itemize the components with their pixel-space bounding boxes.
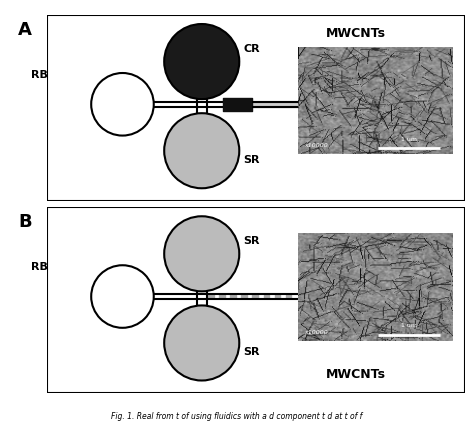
Text: A: A: [18, 21, 32, 39]
Text: MWCNTs: MWCNTs: [326, 368, 386, 381]
Ellipse shape: [91, 73, 154, 136]
Ellipse shape: [164, 216, 239, 291]
Ellipse shape: [164, 24, 239, 99]
FancyBboxPatch shape: [47, 15, 465, 201]
Ellipse shape: [164, 305, 239, 381]
Text: CR: CR: [244, 44, 260, 54]
Text: MWCNTs: MWCNTs: [326, 27, 386, 40]
Ellipse shape: [164, 113, 239, 188]
Text: RB: RB: [31, 70, 47, 79]
Text: SR: SR: [244, 347, 260, 357]
Text: Fig. 1. Real from t of using fluidics with a d component t d at t of f: Fig. 1. Real from t of using fluidics wi…: [111, 412, 363, 421]
Ellipse shape: [91, 265, 154, 328]
Text: B: B: [18, 213, 32, 231]
Text: RB: RB: [31, 262, 47, 272]
Text: SR: SR: [244, 155, 260, 165]
Text: SR: SR: [244, 236, 260, 246]
FancyBboxPatch shape: [47, 207, 465, 393]
